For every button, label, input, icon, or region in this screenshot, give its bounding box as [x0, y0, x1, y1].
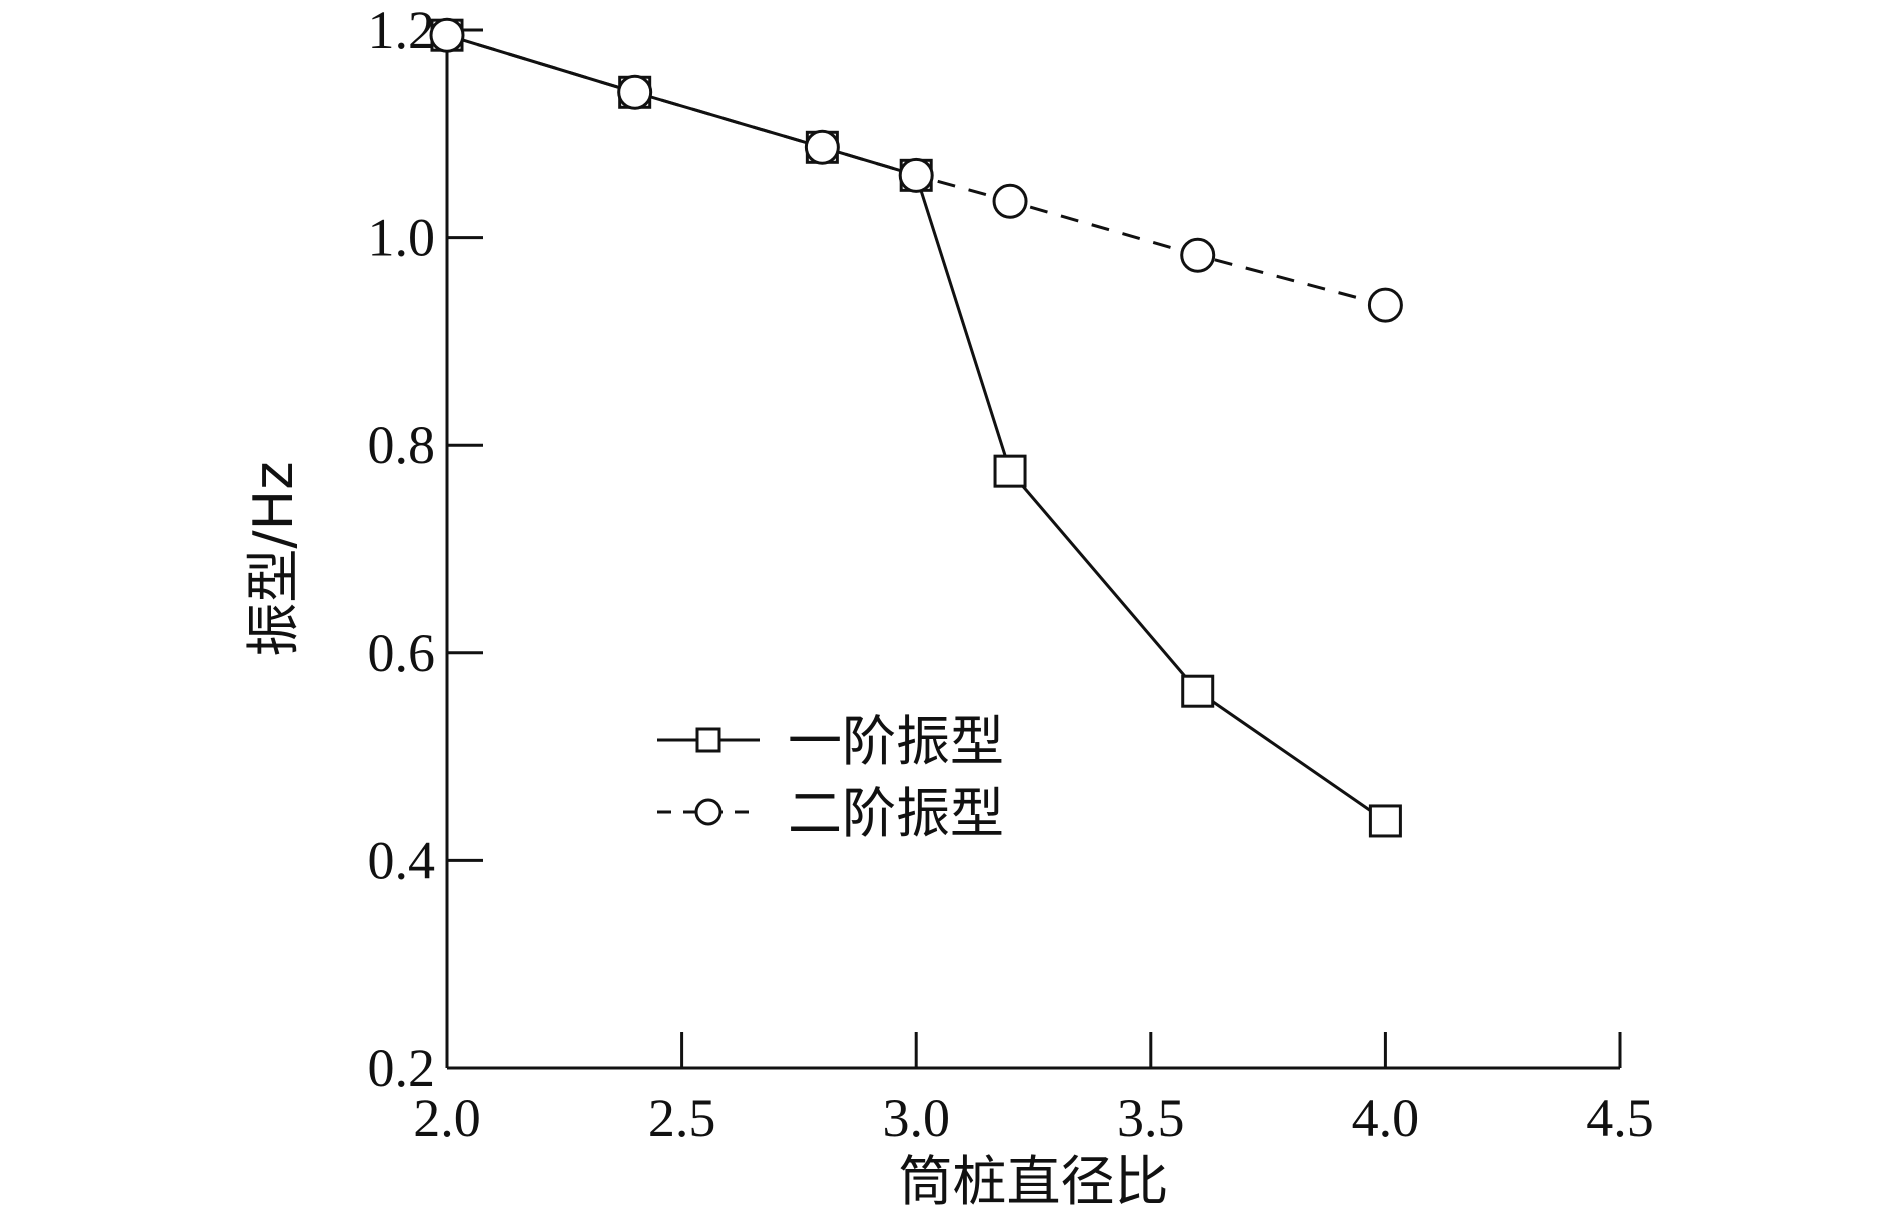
y-tick-label: 0.6 — [368, 623, 436, 683]
series-line — [446, 33, 1387, 823]
circle-marker — [1367, 287, 1403, 323]
x-tick-label: 2.0 — [413, 1088, 481, 1148]
square-marker — [1181, 674, 1215, 708]
circle-marker — [429, 17, 465, 53]
y-tick-label: 0.2 — [368, 1038, 436, 1098]
legend-label: 二阶振型 — [788, 782, 1004, 845]
circle-marker — [898, 157, 934, 193]
series-2 — [429, 17, 1403, 323]
x-tick-label: 3.5 — [1117, 1088, 1185, 1148]
legend-label: 一阶振型 — [788, 710, 1004, 773]
y-tick-label: 0.4 — [368, 830, 436, 890]
circle-marker — [1180, 237, 1216, 273]
series-layer — [429, 17, 1403, 838]
x-tick-label: 4.0 — [1352, 1088, 1420, 1148]
square-marker — [993, 454, 1027, 488]
square-marker — [1368, 804, 1402, 838]
legend-item: 一阶振型 — [657, 710, 1004, 773]
circle-marker — [992, 183, 1028, 219]
x-tick-label: 3.0 — [882, 1088, 950, 1148]
y-tick-label: 0.8 — [368, 415, 436, 475]
legend-item: 二阶振型 — [657, 782, 1004, 845]
axes: 2.0 2.5 3.0 3.5 4.0 4.5 0.2 0.4 0.6 0.8 1.0 1.2 — [368, 0, 1654, 1148]
legend-square-marker — [695, 727, 721, 753]
circle-marker — [804, 129, 840, 165]
x-tick-label: 4.5 — [1586, 1088, 1654, 1148]
x-tick-label: 2.5 — [648, 1088, 716, 1148]
y-tick-label: 1.2 — [368, 0, 436, 60]
y-axis-title: 振型/Hz — [242, 461, 305, 656]
circle-marker — [617, 74, 653, 110]
x-axis-title: 筒桩直径比 — [899, 1150, 1169, 1213]
y-tick-label: 1.0 — [368, 208, 436, 268]
legend-circle-marker — [694, 798, 722, 826]
